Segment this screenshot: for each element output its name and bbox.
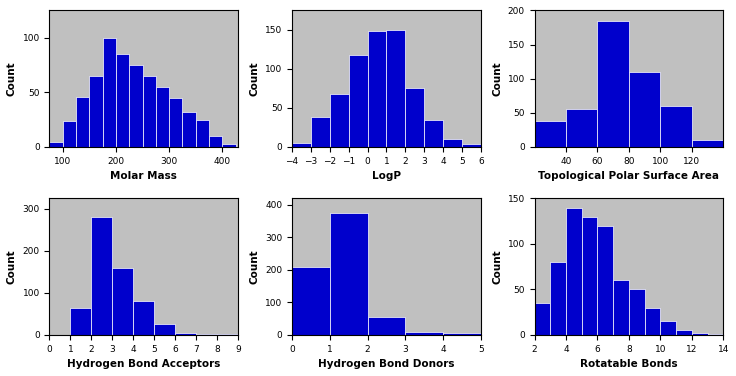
Bar: [534, 121, 566, 147]
X-axis label: Molar Mass: Molar Mass: [110, 171, 177, 181]
X-axis label: Topological Polar Surface Area: Topological Polar Surface Area: [539, 171, 720, 181]
Bar: [462, 144, 481, 147]
Bar: [676, 330, 692, 335]
Bar: [598, 226, 613, 335]
Bar: [330, 213, 367, 335]
Bar: [143, 76, 156, 147]
Bar: [102, 38, 116, 147]
Bar: [566, 109, 598, 147]
Bar: [707, 334, 723, 335]
Bar: [76, 97, 89, 147]
Bar: [629, 290, 645, 335]
Bar: [386, 30, 406, 147]
Bar: [155, 324, 175, 335]
Bar: [196, 120, 209, 147]
Bar: [443, 139, 462, 147]
Bar: [598, 21, 629, 147]
Bar: [660, 106, 692, 147]
Bar: [424, 120, 443, 147]
Y-axis label: Count: Count: [492, 249, 502, 284]
Bar: [692, 333, 707, 335]
Bar: [406, 332, 443, 335]
Bar: [629, 72, 660, 147]
Bar: [130, 65, 143, 147]
Bar: [292, 143, 311, 147]
Bar: [311, 117, 330, 147]
Bar: [71, 308, 91, 335]
Bar: [330, 94, 349, 147]
Bar: [113, 268, 133, 335]
Bar: [581, 217, 598, 335]
Bar: [156, 87, 169, 147]
Bar: [566, 208, 581, 335]
Bar: [133, 301, 155, 335]
Bar: [660, 321, 676, 335]
Y-axis label: Count: Count: [250, 249, 260, 284]
Y-axis label: Count: Count: [250, 61, 260, 96]
Bar: [91, 217, 113, 335]
Bar: [222, 144, 236, 147]
Bar: [613, 280, 629, 335]
X-axis label: Hydrogen Bond Acceptors: Hydrogen Bond Acceptors: [67, 359, 221, 369]
X-axis label: LogP: LogP: [372, 171, 401, 181]
Bar: [63, 121, 76, 147]
Bar: [367, 32, 386, 147]
Bar: [197, 334, 217, 335]
Y-axis label: Count: Count: [7, 249, 17, 284]
Y-axis label: Count: Count: [492, 61, 502, 96]
X-axis label: Rotatable Bonds: Rotatable Bonds: [580, 359, 678, 369]
Bar: [209, 136, 222, 147]
Bar: [49, 143, 63, 147]
Bar: [349, 55, 367, 147]
Bar: [406, 88, 424, 147]
Bar: [89, 76, 102, 147]
Bar: [116, 54, 130, 147]
Bar: [367, 317, 406, 335]
Bar: [551, 262, 566, 335]
Bar: [183, 112, 196, 147]
Bar: [292, 267, 330, 335]
Y-axis label: Count: Count: [7, 61, 17, 96]
Bar: [645, 308, 660, 335]
Bar: [692, 140, 723, 147]
Bar: [217, 334, 238, 335]
Bar: [169, 98, 183, 147]
Bar: [443, 333, 481, 335]
Bar: [534, 303, 551, 335]
Bar: [175, 333, 197, 335]
X-axis label: Hydrogen Bond Donors: Hydrogen Bond Donors: [318, 359, 455, 369]
